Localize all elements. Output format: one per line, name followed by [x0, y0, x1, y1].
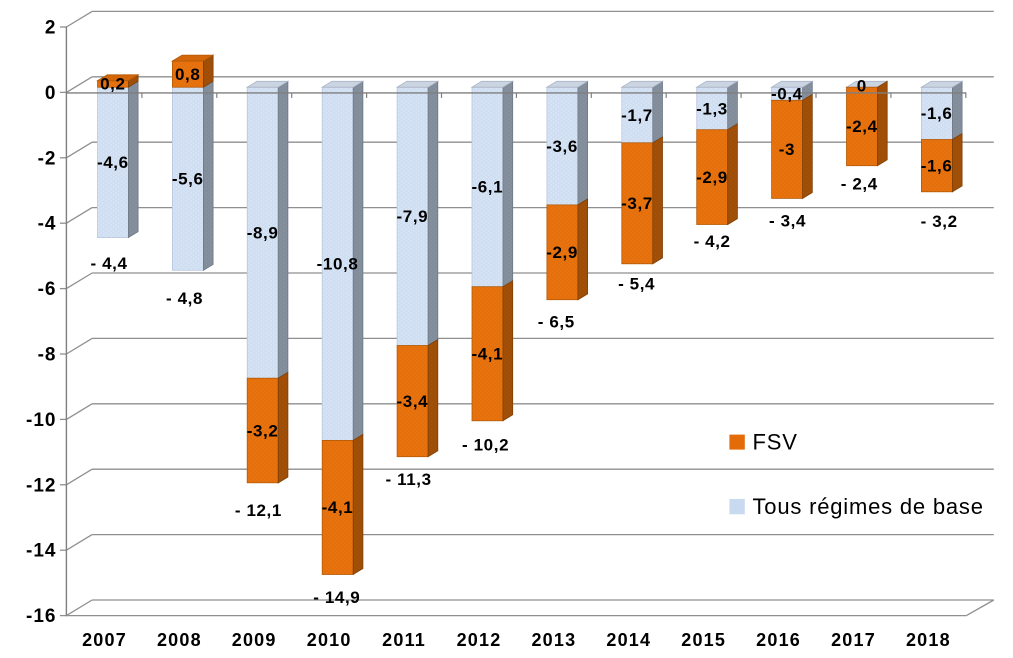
svg-text:-4,1: -4,1 — [322, 498, 354, 517]
svg-text:- 10,2: - 10,2 — [462, 435, 509, 454]
svg-text:2: 2 — [45, 18, 57, 39]
svg-text:-0,4: -0,4 — [771, 85, 803, 104]
svg-text:0,8: 0,8 — [175, 65, 200, 84]
svg-text:2015: 2015 — [681, 630, 726, 650]
svg-text:-2: -2 — [38, 148, 57, 169]
svg-text:-2,4: -2,4 — [846, 117, 878, 136]
svg-text:- 4,2: - 4,2 — [694, 232, 731, 251]
svg-text:2012: 2012 — [457, 630, 502, 650]
svg-text:- 3,4: - 3,4 — [769, 212, 806, 231]
svg-text:-4,6: -4,6 — [97, 153, 129, 172]
svg-text:-6,1: -6,1 — [471, 178, 503, 197]
svg-text:-1,3: -1,3 — [696, 99, 728, 118]
svg-text:-1,6: -1,6 — [921, 104, 953, 123]
svg-text:-1,7: -1,7 — [621, 106, 653, 125]
svg-text:2017: 2017 — [831, 630, 876, 650]
svg-text:2016: 2016 — [756, 630, 801, 650]
svg-text:2018: 2018 — [906, 630, 951, 650]
svg-text:- 6,5: - 6,5 — [538, 312, 575, 331]
svg-text:FSV: FSV — [753, 430, 798, 455]
svg-text:-14: -14 — [26, 541, 56, 562]
svg-text:-4: -4 — [38, 214, 57, 235]
svg-text:- 11,3: - 11,3 — [386, 470, 432, 489]
svg-text:2013: 2013 — [531, 630, 576, 650]
svg-text:-2,9: -2,9 — [696, 168, 728, 187]
svg-text:-6: -6 — [38, 279, 57, 300]
svg-text:-16: -16 — [26, 606, 56, 627]
svg-text:- 3,2: - 3,2 — [921, 212, 958, 231]
svg-text:0: 0 — [45, 83, 57, 104]
svg-text:-2,9: -2,9 — [546, 243, 578, 262]
svg-text:- 14,9: - 14,9 — [313, 588, 360, 607]
svg-text:0,2: 0,2 — [100, 75, 125, 94]
svg-text:2009: 2009 — [232, 630, 277, 650]
svg-text:-3: -3 — [779, 140, 795, 159]
svg-text:2011: 2011 — [382, 630, 426, 650]
svg-text:- 4,4: - 4,4 — [90, 254, 127, 273]
svg-text:0: 0 — [857, 77, 867, 96]
svg-text:2010: 2010 — [307, 630, 352, 650]
svg-text:-4,1: -4,1 — [471, 345, 503, 364]
svg-text:-3,2: -3,2 — [247, 421, 279, 440]
svg-text:2014: 2014 — [606, 630, 651, 650]
svg-text:2007: 2007 — [82, 630, 127, 650]
svg-text:- 5,4: - 5,4 — [618, 275, 655, 294]
svg-text:- 12,1: - 12,1 — [235, 501, 282, 520]
svg-text:-3,4: -3,4 — [397, 392, 429, 411]
svg-text:-1,6: -1,6 — [921, 157, 953, 176]
svg-text:Tous régimes de base: Tous régimes de base — [753, 494, 984, 519]
svg-text:-3,7: -3,7 — [621, 194, 653, 213]
svg-text:- 4,8: - 4,8 — [166, 289, 203, 308]
svg-text:-10: -10 — [26, 410, 56, 431]
svg-text:-8: -8 — [38, 345, 57, 366]
svg-text:-8,9: -8,9 — [247, 224, 279, 243]
svg-text:-7,9: -7,9 — [397, 207, 429, 226]
svg-text:-3,6: -3,6 — [546, 137, 578, 156]
svg-text:-5,6: -5,6 — [172, 170, 204, 189]
svg-text:-12: -12 — [26, 475, 56, 496]
svg-text:2008: 2008 — [157, 630, 202, 650]
svg-text:- 2,4: - 2,4 — [841, 175, 878, 194]
svg-text:-10,8: -10,8 — [317, 255, 359, 274]
